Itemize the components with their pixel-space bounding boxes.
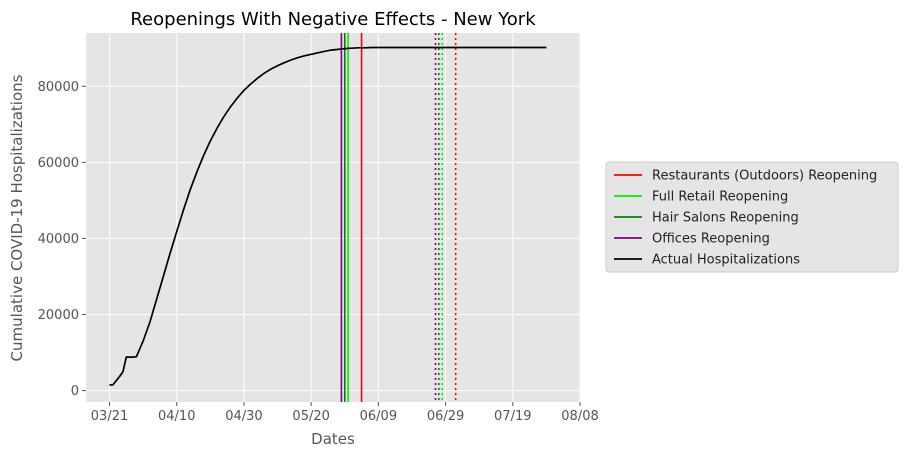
legend-box <box>605 161 899 273</box>
x-tick-label: 06/09 <box>360 409 397 424</box>
reopening-lines <box>340 33 457 402</box>
legend-label: Offices Reopening <box>652 232 770 247</box>
legend-items: Restaurants (Outdoors) Reopening Full Ret… <box>614 169 877 268</box>
y-tick-label: 0 <box>71 384 79 399</box>
x-tick-label: 07/19 <box>494 409 531 424</box>
legend-label: Actual Hospitalizations <box>652 253 800 268</box>
legend-label: Restaurants (Outdoors) Reopening <box>652 169 877 184</box>
x-tick-label: 03/21 <box>91 409 128 424</box>
x-tick-label: 04/10 <box>158 409 195 424</box>
y-tick-labels: 0 20000 40000 60000 80000 <box>38 80 86 399</box>
x-tick-label: 08/08 <box>561 409 598 424</box>
series-layer <box>109 46 547 386</box>
x-tick-label: 06/29 <box>427 409 464 424</box>
plot-area <box>86 33 580 402</box>
x-tick-label: 04/30 <box>225 409 262 424</box>
x-tick-labels: 03/21 04/10 04/30 05/20 06/09 06/29 07/19 08/08 <box>91 402 599 424</box>
y-tick-label: 80000 <box>38 80 79 95</box>
x-tick-label: 05/20 <box>292 409 329 424</box>
y-tick-label: 20000 <box>38 308 79 323</box>
x-axis-label: Dates <box>311 430 355 448</box>
chart-title: Reopenings With Negative Effects - New Y… <box>130 9 536 30</box>
hospitalizations-line <box>109 46 547 386</box>
y-tick-label: 40000 <box>38 232 79 247</box>
legend-label: Hair Salons Reopening <box>652 211 799 226</box>
legend: Restaurants (Outdoors) Reopening Full Ret… <box>605 161 899 273</box>
legend-label: Full Retail Reopening <box>652 190 788 205</box>
grid <box>86 33 581 402</box>
y-axis-label: Cumulative COVID-19 Hospitalizations <box>8 74 26 361</box>
y-tick-label: 60000 <box>38 156 79 171</box>
